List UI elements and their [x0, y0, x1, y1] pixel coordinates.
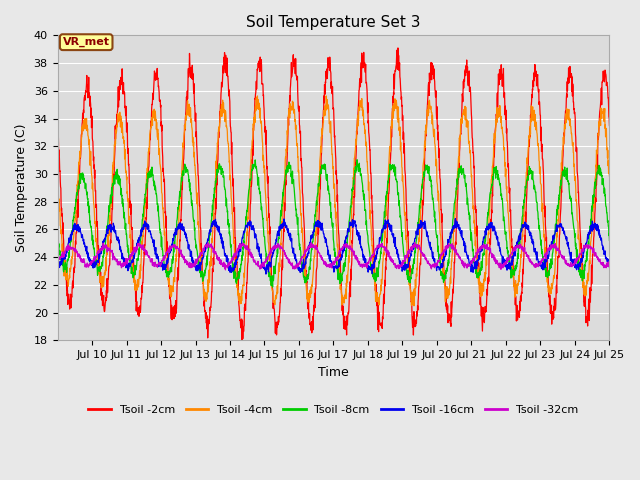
Tsoil -2cm — [238, 340, 246, 346]
Tsoil -8cm — [269, 284, 276, 290]
Tsoil -2cm — [308, 319, 316, 324]
Tsoil -4cm — [410, 303, 418, 309]
Tsoil -8cm — [605, 238, 613, 243]
Tsoil -2cm — [605, 122, 613, 128]
Tsoil -2cm — [394, 45, 402, 51]
Tsoil -16cm — [323, 239, 330, 244]
Tsoil -4cm — [590, 202, 598, 207]
Tsoil -32cm — [323, 260, 330, 266]
Tsoil -8cm — [308, 246, 316, 252]
Tsoil -16cm — [590, 226, 598, 231]
Tsoil -4cm — [489, 164, 497, 170]
Tsoil -4cm — [54, 181, 61, 187]
Tsoil -2cm — [590, 233, 598, 239]
Tsoil -32cm — [590, 246, 598, 252]
Tsoil -8cm — [54, 235, 61, 240]
Tsoil -8cm — [82, 180, 90, 186]
Tsoil -32cm — [82, 262, 90, 267]
Tsoil -4cm — [590, 204, 598, 210]
Tsoil -16cm — [308, 234, 316, 240]
Tsoil -32cm — [308, 240, 316, 246]
Tsoil -32cm — [489, 254, 497, 260]
Line: Tsoil -2cm: Tsoil -2cm — [58, 48, 609, 343]
Tsoil -16cm — [54, 263, 61, 268]
Tsoil -16cm — [82, 247, 90, 253]
Tsoil -2cm — [590, 235, 598, 241]
Text: VR_met: VR_met — [63, 37, 109, 48]
Tsoil -8cm — [353, 157, 361, 163]
Tsoil -32cm — [221, 267, 229, 273]
Line: Tsoil -16cm: Tsoil -16cm — [58, 218, 609, 274]
Tsoil -8cm — [590, 192, 598, 198]
Tsoil -4cm — [323, 93, 330, 99]
Tsoil -16cm — [590, 221, 598, 227]
Tsoil -4cm — [605, 173, 613, 179]
Line: Tsoil -32cm: Tsoil -32cm — [58, 243, 609, 270]
Tsoil -2cm — [54, 126, 61, 132]
Line: Tsoil -4cm: Tsoil -4cm — [58, 96, 609, 306]
Tsoil -2cm — [82, 88, 90, 94]
Tsoil -32cm — [605, 259, 613, 264]
Tsoil -4cm — [307, 284, 315, 289]
Title: Soil Temperature Set 3: Soil Temperature Set 3 — [246, 15, 420, 30]
Y-axis label: Soil Temperature (C): Soil Temperature (C) — [15, 124, 28, 252]
Tsoil -8cm — [489, 178, 497, 183]
Tsoil -4cm — [82, 123, 90, 129]
Tsoil -32cm — [411, 240, 419, 246]
Tsoil -32cm — [54, 259, 61, 264]
Tsoil -2cm — [323, 74, 330, 80]
Tsoil -32cm — [590, 245, 598, 251]
Line: Tsoil -8cm: Tsoil -8cm — [58, 160, 609, 287]
Tsoil -16cm — [489, 228, 497, 234]
Tsoil -16cm — [605, 259, 613, 264]
Tsoil -4cm — [322, 108, 330, 113]
Tsoil -16cm — [452, 216, 460, 221]
Legend: Tsoil -2cm, Tsoil -4cm, Tsoil -8cm, Tsoil -16cm, Tsoil -32cm: Tsoil -2cm, Tsoil -4cm, Tsoil -8cm, Tsoi… — [84, 401, 583, 420]
X-axis label: Time: Time — [318, 366, 349, 379]
Tsoil -2cm — [489, 193, 497, 199]
Tsoil -16cm — [262, 271, 270, 277]
Tsoil -8cm — [590, 194, 598, 200]
Tsoil -8cm — [323, 176, 330, 182]
